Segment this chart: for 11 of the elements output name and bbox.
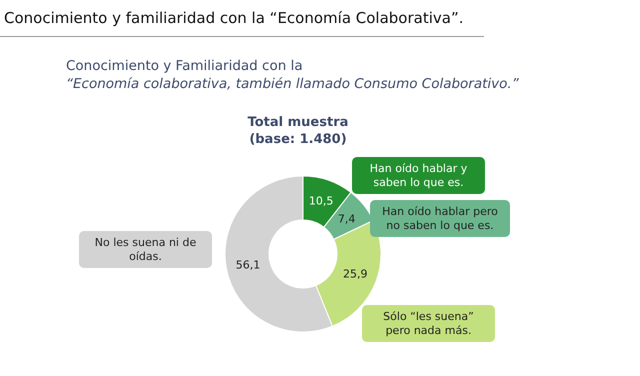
data-label: 25,9 bbox=[342, 268, 368, 281]
slice-label: Han oído hablar y saben lo que es. bbox=[370, 162, 468, 189]
chart-subtitle: Conocimiento y Familiaridad con la “Economía colaborativa, también llamado Consumo Colaborativo.” bbox=[66, 57, 519, 93]
data-label: 56,1 bbox=[236, 258, 260, 272]
slice-label: No les suena ni de oídas. bbox=[94, 236, 196, 263]
data-label: 7,4 bbox=[338, 212, 356, 226]
chart-title: Conocimiento y familiaridad con la “Economía Colaborativa”. bbox=[4, 9, 464, 27]
slice-label: Sólo “les suena” pero nada más. bbox=[383, 310, 474, 337]
data-label: 10,5 bbox=[308, 194, 334, 208]
slice-label: Han oído hablar pero no saben lo que es. bbox=[382, 205, 498, 232]
text: Total muestra (base: 1.480) bbox=[246, 114, 350, 148]
